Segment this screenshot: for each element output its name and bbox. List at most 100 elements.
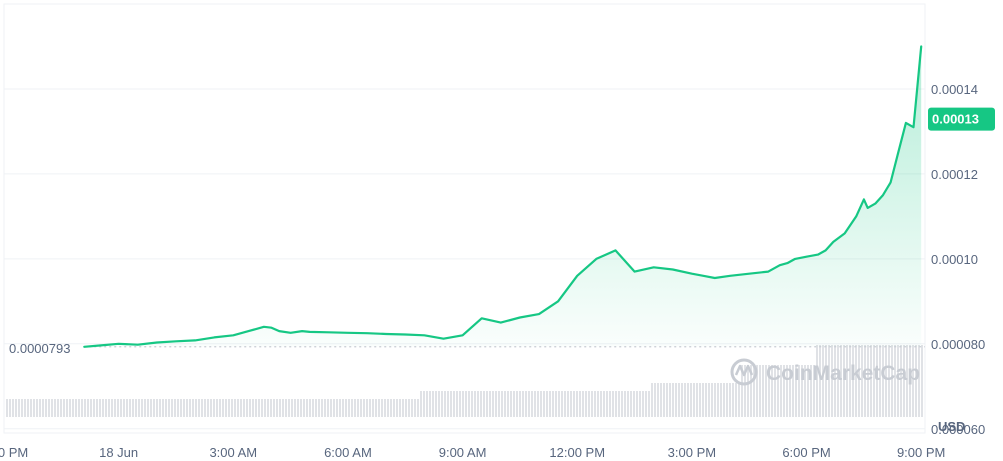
volume-bar: [183, 399, 185, 417]
volume-bar: [813, 365, 815, 417]
volume-bar: [255, 399, 257, 417]
volume-bar: [309, 399, 311, 417]
volume-bar: [408, 399, 410, 417]
x-tick-label: 3:00 PM: [668, 445, 716, 460]
volume-bar: [147, 399, 149, 417]
volume-bar: [21, 399, 23, 417]
volume-bar: [501, 391, 503, 417]
volume-bar: [816, 345, 818, 417]
volume-bar: [126, 399, 128, 417]
volume-bar: [339, 399, 341, 417]
volume-bar: [888, 345, 890, 417]
volume-bar: [57, 399, 59, 417]
volume-bar: [405, 399, 407, 417]
volume-bar: [873, 345, 875, 417]
volume-bar: [573, 391, 575, 417]
volume-bar: [861, 345, 863, 417]
volume-bar: [819, 345, 821, 417]
volume-bar: [753, 365, 755, 417]
volume-bar: [432, 391, 434, 417]
volume-bar: [171, 399, 173, 417]
volume-bar: [609, 391, 611, 417]
volume-bar: [867, 345, 869, 417]
volume-bar: [720, 383, 722, 417]
volume-bar: [447, 391, 449, 417]
volume-bar: [114, 399, 116, 417]
volume-bar: [258, 399, 260, 417]
volume-bar: [543, 391, 545, 417]
volume-bar: [828, 345, 830, 417]
volume-bar: [738, 383, 740, 417]
volume-bar: [846, 345, 848, 417]
volume-bar: [711, 383, 713, 417]
volume-bar: [303, 399, 305, 417]
volume-bar: [528, 391, 530, 417]
volume-bar: [462, 391, 464, 417]
volume-bar: [459, 391, 461, 417]
x-axis: 9:00 PM 18 Jun 3:00 AM 6:00 AM 9:00 AM 12:00 …: [0, 445, 945, 460]
volume-bar: [333, 399, 335, 417]
volume-bar: [414, 399, 416, 417]
watermark: CoinMarketCap: [730, 358, 920, 386]
volume-bar: [168, 399, 170, 417]
volume-bar: [429, 391, 431, 417]
volume-bar: [45, 399, 47, 417]
volume-bar: [837, 345, 839, 417]
volume-bar: [831, 345, 833, 417]
x-tick-label: 9:00 AM: [439, 445, 487, 460]
volume-bar: [198, 399, 200, 417]
volume-bar: [33, 399, 35, 417]
volume-bar: [129, 399, 131, 417]
volume-bar: [876, 345, 878, 417]
volume-bar: [156, 399, 158, 417]
volume-bar: [774, 365, 776, 417]
volume-bar: [681, 383, 683, 417]
volume-bar: [717, 383, 719, 417]
volume-bar: [705, 383, 707, 417]
volume-bar: [60, 399, 62, 417]
volume-bar: [213, 399, 215, 417]
volume-bar: [141, 399, 143, 417]
volume-bar: [423, 391, 425, 417]
volume-bar: [276, 399, 278, 417]
volume-bar: [372, 399, 374, 417]
volume-bar: [420, 391, 422, 417]
volume-bar: [186, 399, 188, 417]
volume-bar: [207, 399, 209, 417]
volume-bar: [570, 391, 572, 417]
volume-bar: [579, 391, 581, 417]
volume-bar: [291, 399, 293, 417]
x-tick-label: 6:00 PM: [782, 445, 830, 460]
volume-bar: [498, 391, 500, 417]
chart-frame: [3, 3, 926, 434]
price-area-fill: [84, 46, 922, 347]
volume-bar: [915, 345, 917, 417]
volume-bar: [810, 365, 812, 417]
volume-bar: [204, 399, 206, 417]
volume-bar: [108, 399, 110, 417]
volume-bar: [444, 391, 446, 417]
volume-bar: [603, 391, 605, 417]
volume-bar: [48, 399, 50, 417]
volume-bar: [72, 399, 74, 417]
volume-bar: [249, 399, 251, 417]
volume-bar: [300, 399, 302, 417]
y-tick-label: 0.000060: [931, 422, 985, 437]
volume-bar: [672, 383, 674, 417]
volume-bar: [909, 345, 911, 417]
volume-bar: [324, 399, 326, 417]
volume-bar: [15, 399, 17, 417]
volume-bar: [795, 365, 797, 417]
volume-bar: [585, 391, 587, 417]
volume-bar: [306, 399, 308, 417]
volume-bar: [123, 399, 125, 417]
volume-bar: [78, 399, 80, 417]
volume-bar: [507, 391, 509, 417]
volume-bar: [702, 383, 704, 417]
volume-bars: [6, 345, 923, 417]
volume-bar: [825, 345, 827, 417]
volume-bar: [39, 399, 41, 417]
volume-bar: [273, 399, 275, 417]
coinmarketcap-logo-wave: [734, 364, 754, 377]
volume-bar: [159, 399, 161, 417]
